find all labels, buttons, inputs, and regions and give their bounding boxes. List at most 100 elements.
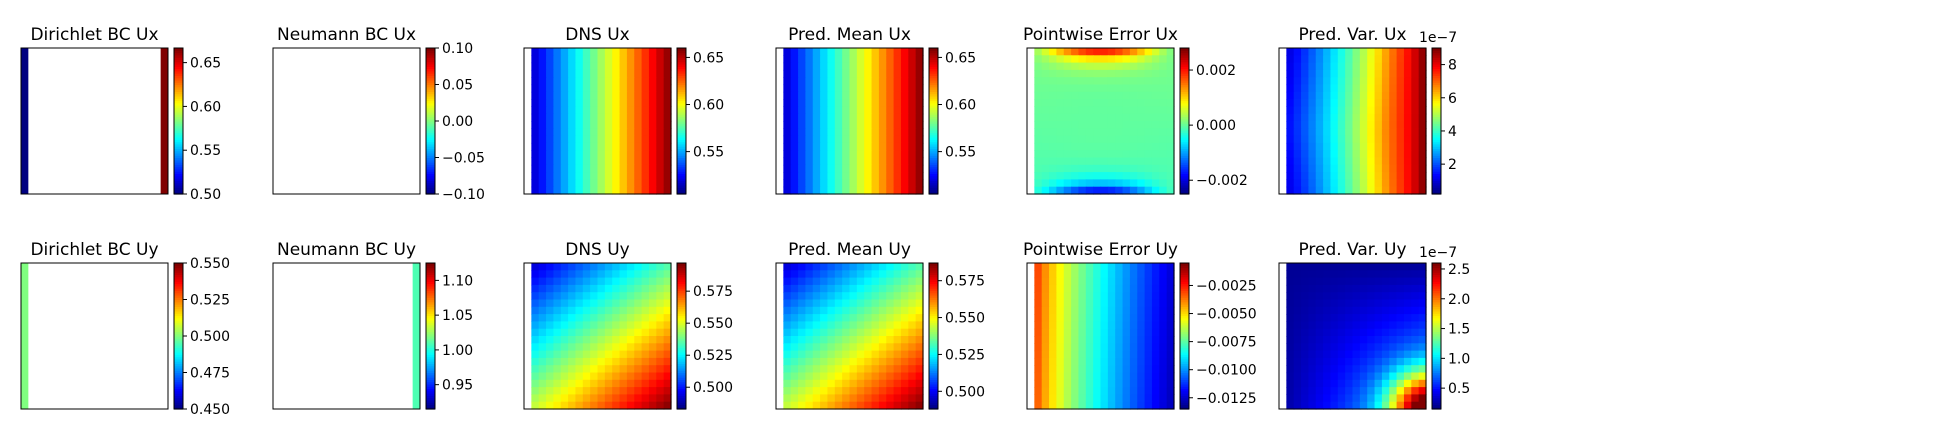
heatmap-cell xyxy=(790,263,799,271)
colorbar-step xyxy=(426,132,435,136)
heatmap-cell xyxy=(568,69,577,78)
heatmap-cell xyxy=(1301,284,1309,293)
heatmap-cell xyxy=(1396,55,1405,64)
colorbar-step xyxy=(929,306,938,310)
heatmap-cell xyxy=(1151,135,1160,144)
heatmap-cell xyxy=(1107,314,1116,322)
heatmap-cell xyxy=(1330,77,1339,86)
heatmap-cell xyxy=(1129,55,1138,64)
heatmap-cell xyxy=(1056,365,1065,374)
colorbar-step xyxy=(929,358,938,362)
heatmap-cell xyxy=(1293,299,1302,308)
heatmap-cell xyxy=(1374,135,1383,144)
heatmap-cell xyxy=(864,84,873,93)
colorbar-step xyxy=(929,340,938,344)
colorbar-step xyxy=(426,347,435,351)
heatmap-cell xyxy=(553,379,562,388)
colorbar-step xyxy=(174,269,183,273)
heatmap-cell xyxy=(1359,314,1368,322)
heatmap-cell xyxy=(849,128,858,137)
heatmap-cell xyxy=(1071,314,1080,322)
heatmap-cell xyxy=(790,99,799,107)
colorbar-step xyxy=(426,105,435,108)
heatmap-cell xyxy=(1381,62,1390,71)
heatmap-cell xyxy=(1286,292,1295,301)
heatmap-cell xyxy=(1122,314,1131,322)
heatmap-cell xyxy=(1137,179,1146,188)
colorbar-step xyxy=(174,336,183,339)
heatmap-cell xyxy=(626,277,635,286)
heatmap-cell xyxy=(1151,321,1160,330)
colorbar-step xyxy=(929,173,938,177)
heatmap-cell xyxy=(849,69,858,78)
heatmap-cell xyxy=(1049,106,1057,115)
colorbar-step xyxy=(426,143,435,147)
colorbar-step xyxy=(174,134,183,138)
heatmap-cell xyxy=(1381,106,1390,115)
heatmap-cell xyxy=(604,306,613,315)
heatmap-cell xyxy=(553,99,562,107)
heatmap-cell xyxy=(1315,277,1324,286)
heatmap-cell xyxy=(612,69,621,78)
heatmap-cell xyxy=(656,314,665,322)
heatmap-cell xyxy=(1129,179,1138,188)
colorbar-step xyxy=(929,381,938,385)
heatmap-cell xyxy=(849,55,858,64)
heatmap-cell xyxy=(553,263,562,271)
colorbar-step xyxy=(174,358,183,362)
heatmap-cell xyxy=(1403,350,1412,359)
heatmap-cell xyxy=(582,106,591,115)
heatmap-cell xyxy=(1389,186,1398,195)
heatmap-cell xyxy=(1137,172,1146,180)
heatmap-cell xyxy=(1330,135,1339,144)
heatmap-cell xyxy=(553,328,562,337)
heatmap-cell xyxy=(568,55,577,64)
heatmap-cell xyxy=(1396,263,1405,271)
colorbar-step xyxy=(929,386,938,390)
heatmap-cell xyxy=(1041,306,1050,315)
colorbar-step xyxy=(929,178,938,181)
heatmap-cell xyxy=(597,401,606,410)
heatmap-cell xyxy=(820,365,829,374)
colorbar-step xyxy=(1432,377,1441,380)
heatmap-cell xyxy=(1100,135,1109,144)
heatmap-cell xyxy=(582,157,591,166)
heatmap-cell xyxy=(1345,365,1354,374)
colorbar-step xyxy=(1432,162,1441,165)
heatmap-cell xyxy=(538,99,547,107)
heatmap-cell xyxy=(1100,150,1109,159)
heatmap-cell xyxy=(590,401,599,410)
panel-title: DNS Uy xyxy=(565,240,630,260)
colorbar-step xyxy=(174,263,183,266)
colorbar-tick-label: 2.5 xyxy=(1448,262,1470,278)
colorbar-step xyxy=(1180,333,1189,337)
colorbar-step xyxy=(1432,274,1441,278)
heatmap-cell xyxy=(1381,299,1390,308)
heatmap-cell xyxy=(1293,55,1302,64)
heatmap-cell xyxy=(1403,77,1412,86)
heatmap-cell xyxy=(1352,277,1361,286)
colorbar-step xyxy=(677,63,686,67)
heatmap-cell xyxy=(864,186,873,195)
colorbar-step xyxy=(426,157,435,161)
heatmap-cell xyxy=(663,113,672,122)
heatmap-cell xyxy=(849,84,858,93)
colorbar-step xyxy=(677,146,686,149)
heatmap-cell xyxy=(1049,394,1057,403)
colorbar-step xyxy=(426,276,435,280)
heatmap-cell xyxy=(1389,128,1398,137)
heatmap-cell xyxy=(1056,263,1065,271)
heatmap-cell xyxy=(1330,357,1339,366)
heatmap-cell xyxy=(915,179,924,188)
heatmap-cell xyxy=(1107,48,1116,56)
colorbar-step xyxy=(677,381,686,385)
colorbar-step xyxy=(1180,48,1189,51)
heatmap-cell xyxy=(612,314,621,322)
heatmap-cell xyxy=(1352,121,1361,129)
heatmap-cell xyxy=(1308,142,1317,151)
heatmap-cell xyxy=(908,172,917,180)
heatmap-cell xyxy=(790,306,799,315)
heatmap-cell xyxy=(1323,394,1332,403)
colorbar-step xyxy=(1432,148,1441,152)
heatmap-cell xyxy=(553,113,562,122)
